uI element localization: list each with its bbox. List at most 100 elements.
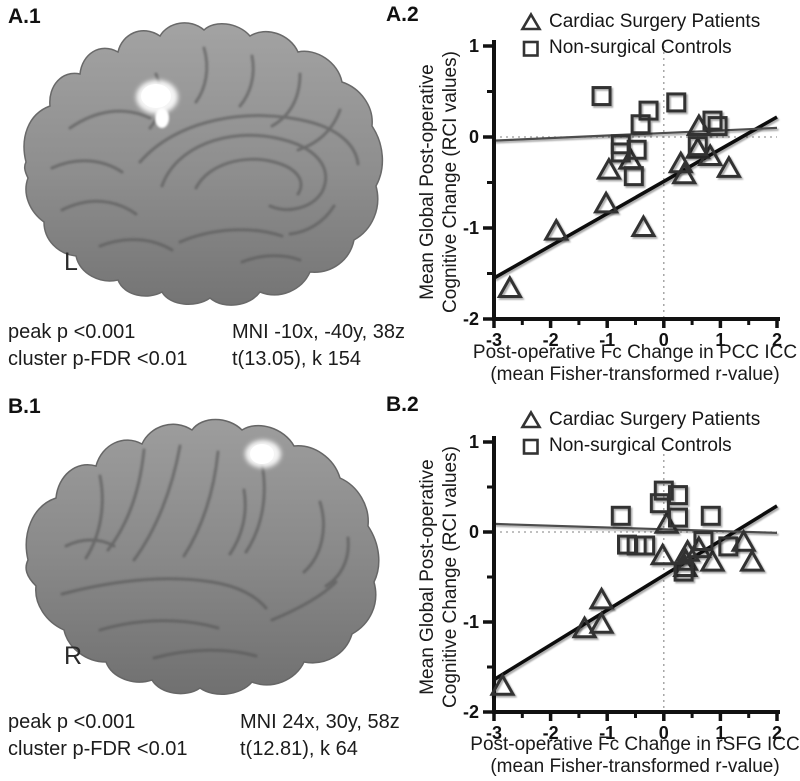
fit-line-patients — [493, 115, 778, 280]
y-tick-label: -2 — [463, 309, 479, 329]
activation-cluster — [136, 80, 178, 128]
square-marker — [702, 110, 723, 131]
legend-label-controls: Non-surgical Controls — [549, 37, 732, 58]
stats-b1-right: MNI 24x, 30y, 58z t(12.81), k 64 — [240, 709, 400, 763]
y-axis-title-line2: Cognitive Change (RCI values) — [440, 51, 461, 313]
triangle-marker — [496, 274, 523, 298]
x-tick-label: -1 — [599, 330, 615, 350]
controls-series — [591, 86, 728, 187]
y-tick-label: -2 — [463, 702, 479, 722]
stats-a1-tvalue: t(13.05), k 154 — [232, 348, 361, 370]
panel-b1-label: B.1 — [8, 395, 41, 418]
y-tick-label: 0 — [469, 127, 479, 147]
x-tick-label: -3 — [486, 723, 502, 743]
x-tick-label: 2 — [772, 723, 782, 743]
square-marker — [638, 100, 659, 121]
brain-render-medial — [23, 22, 384, 306]
stats-b1-tvalue: t(12.81), k 64 — [240, 738, 358, 760]
x-tick-label: -1 — [599, 723, 615, 743]
triangle-marker — [671, 161, 698, 185]
triangle-marker — [730, 528, 757, 552]
square-marker — [693, 531, 714, 551]
y-tick-label: -1 — [463, 612, 479, 632]
square-marker — [673, 561, 694, 582]
legend: Cardiac Surgery Patients Non-surgical Co… — [520, 9, 760, 61]
square-marker — [653, 480, 674, 501]
scatter-plot-rsfg: -3 -2 -1 0 1 2 -2 -1 0 1 — [463, 432, 782, 743]
triangle-marker — [592, 190, 620, 214]
stats-b1-mni: MNI 24x, 30y, 58z — [240, 711, 400, 733]
legend-item-patients: Cardiac Surgery Patients — [520, 9, 760, 35]
triangle-marker — [588, 610, 615, 634]
x-tick-label: -2 — [543, 723, 559, 743]
stats-a1-peak-p: peak p <0.001 — [8, 321, 136, 343]
square-marker — [700, 505, 721, 526]
x-axis-title: Post-operative Fc Change in rSFG ICC (me… — [465, 734, 800, 778]
square-marker — [707, 116, 728, 137]
triangle-marker — [684, 135, 711, 159]
x-axis-title-line2: (mean Fisher-transformed r-value) — [490, 364, 780, 385]
legend-label-patients: Cardiac Surgery Patients — [549, 409, 761, 430]
sulci-lateral — [60, 444, 350, 660]
triangle-marker — [489, 672, 516, 696]
scatter-panel-a2: -3 -2 -1 0 1 2 -2 -1 0 1 Mean Global Post-operati… — [410, 0, 800, 390]
triangle-marker — [715, 154, 742, 178]
triangle-marker-icon — [520, 409, 542, 429]
controls-series — [610, 480, 739, 582]
triangle-marker — [595, 156, 622, 180]
brain-render-lateral — [25, 418, 380, 695]
x-axis-title-line2: (mean Fisher-transformed r-value) — [490, 756, 780, 777]
square-marker — [666, 92, 687, 113]
x-axis-title-line1: Post-operative Fc Change in rSFG ICC — [470, 734, 800, 755]
y-axis-title: Mean Global Post-operative Cognitive Cha… — [416, 22, 462, 342]
y-tick-label: 1 — [469, 36, 479, 56]
scatter-panel-b2: -3 -2 -1 0 1 2 -2 -1 0 1 Mean Global Post-operati… — [410, 390, 800, 781]
hemisphere-label-left: L — [64, 248, 78, 276]
x-axis-title: Post-operative Fc Change in PCC ICC (mea… — [465, 342, 800, 386]
x-axis-title-line1: Post-operative Fc Change in PCC ICC — [472, 342, 798, 363]
x-tick-label: 2 — [772, 330, 782, 350]
square-marker-icon — [522, 40, 539, 57]
x-tick-label: 0 — [659, 330, 669, 350]
triangle-marker-icon — [520, 11, 542, 31]
y-axis-title-line1: Mean Global Post-operative — [417, 459, 438, 695]
y-tick-label: 0 — [469, 522, 479, 542]
legend-label-patients: Cardiac Surgery Patients — [549, 11, 761, 32]
stats-a1-mni: MNI -10x, -40y, 38z — [232, 321, 406, 343]
stats-b1-left: peak p <0.001 cluster p-FDR <0.01 — [8, 709, 188, 763]
activation-cluster — [245, 440, 281, 468]
triangle-marker — [672, 553, 699, 577]
square-marker — [635, 535, 656, 556]
legend-item-controls: Non-surgical Controls — [520, 35, 760, 61]
y-axis-title-line2: Cognitive Change (RCI values) — [440, 446, 461, 708]
square-marker — [591, 86, 612, 107]
triangle-marker — [571, 615, 598, 639]
x-tick-label: 0 — [659, 723, 669, 743]
x-tick-label: 1 — [715, 723, 725, 743]
legend-item-patients: Cardiac Surgery Patients — [520, 407, 760, 433]
triangle-marker — [649, 542, 676, 566]
legend: Cardiac Surgery Patients Non-surgical Co… — [520, 407, 760, 459]
square-marker — [623, 166, 644, 187]
x-tick-label: -2 — [543, 330, 559, 350]
square-marker-icon — [522, 438, 539, 455]
x-tick-label: 1 — [715, 330, 725, 350]
stats-b1-peak-p: peak p <0.001 — [8, 711, 136, 733]
triangle-marker — [630, 213, 657, 237]
fit-line-controls — [493, 126, 778, 142]
stats-a1-left: peak p <0.001 cluster p-FDR <0.01 — [8, 319, 188, 373]
y-tick-label: -1 — [463, 218, 479, 238]
square-marker — [667, 507, 688, 528]
panel-a2-label: A.2 — [386, 3, 419, 26]
square-marker — [610, 505, 631, 526]
x-tick-label: -3 — [486, 330, 502, 350]
stats-a1-cluster-p: cluster p-FDR <0.01 — [8, 348, 188, 370]
triangle-marker — [543, 217, 570, 241]
fit-line-controls — [493, 522, 778, 534]
scatter-plot-pcc: -3 -2 -1 0 1 2 -2 -1 0 1 — [463, 36, 782, 350]
square-marker — [667, 485, 688, 506]
triangle-marker — [739, 548, 766, 572]
y-axis-title-line1: Mean Global Post-operative — [417, 64, 438, 300]
y-tick-label: 1 — [469, 432, 479, 452]
